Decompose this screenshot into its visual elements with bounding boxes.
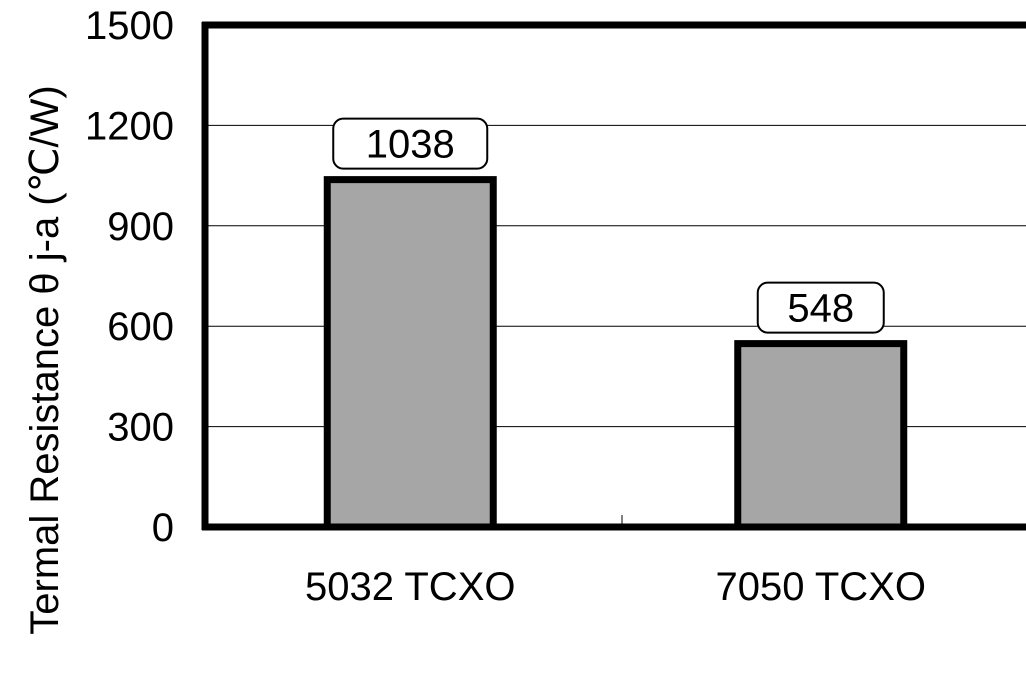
y-tick-label: 1500 [85,4,174,48]
x-tick-labels: 5032 TCXO 7050 TCXO [305,565,926,609]
data-label: 548 [787,287,854,331]
axes [201,21,1026,531]
y-axis-label: Termal Resistance θ j-a (℃/W) [23,85,67,634]
x-tick-label: 5032 TCXO [305,565,516,609]
x-tick-label: 7050 TCXO [716,565,927,609]
bar [323,176,497,531]
bar [734,340,908,531]
y-tick-label: 1200 [85,104,174,148]
y-tick-label: 300 [107,406,174,450]
data-labels: 1038 548 [332,117,885,334]
data-label-box [756,281,885,334]
y-tick-label: 0 [152,506,174,550]
y-tick-label: 600 [107,305,174,349]
y-tick-labels: 0 300 600 900 1200 1500 [85,4,174,550]
data-label: 1038 [366,123,455,167]
y-tick-label: 900 [107,205,174,249]
bars [323,176,908,531]
data-label-box [332,117,489,170]
